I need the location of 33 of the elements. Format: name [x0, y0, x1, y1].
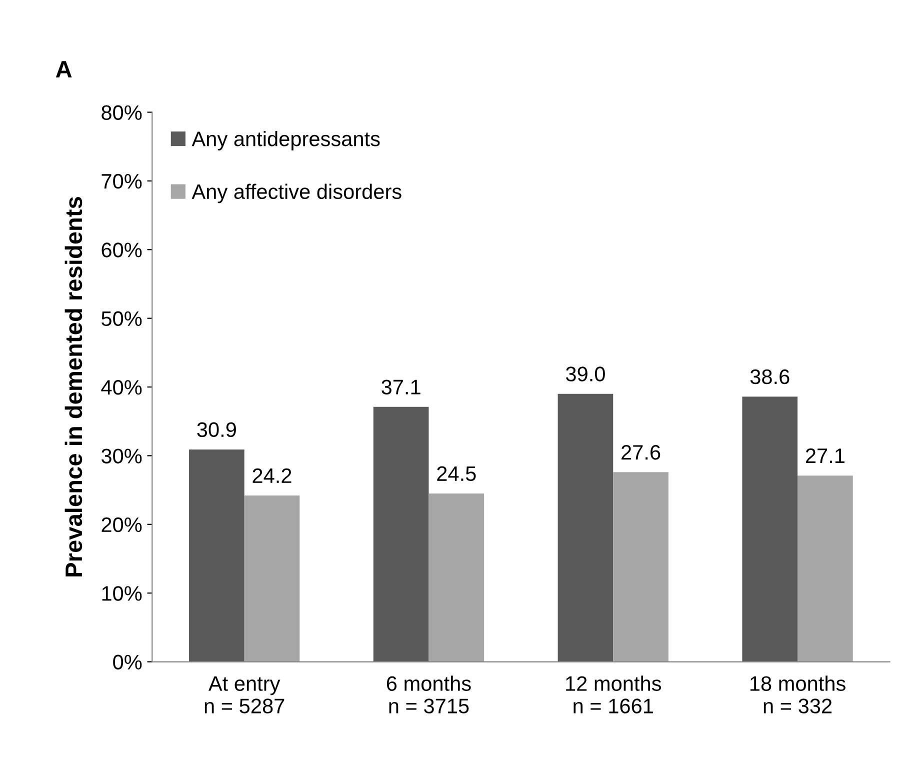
y-tick-label: 20% [102, 517, 142, 532]
data-label: 27.1 [806, 448, 844, 463]
y-tick-label: 70% [102, 174, 142, 189]
bar [798, 476, 853, 662]
y-tick-label: 40% [101, 380, 142, 395]
bar [244, 496, 300, 662]
y-tick-label: 80% [102, 105, 142, 120]
y-tick-label: 0% [113, 654, 142, 670]
bar [742, 396, 798, 662]
y-tick-label: 50% [102, 311, 142, 326]
data-label: 38.6 [750, 369, 790, 384]
chart-title: A [56, 61, 72, 78]
bar [189, 450, 244, 662]
x-tick-label: 18 months n = 332 [750, 676, 846, 714]
legend-label: Any antidepressants [192, 130, 380, 150]
data-label: 24.5 [437, 466, 476, 482]
bar [613, 472, 668, 662]
legend-label: Any affective disorders [192, 184, 402, 204]
y-tick-label: 10% [102, 586, 142, 601]
bar [373, 406, 429, 662]
x-tick-label: 12 months n = 1661 [566, 676, 662, 714]
y-axis-title: Prevalence in demented residents [64, 197, 82, 576]
data-label: 30.9 [197, 422, 236, 438]
data-label: 39.0 [566, 366, 605, 382]
y-tick-label: 60% [102, 242, 142, 258]
data-label: 27.6 [622, 444, 660, 460]
bar [428, 493, 484, 662]
x-tick-label: At entry n = 5287 [204, 676, 284, 714]
y-tick-label: 30% [102, 448, 142, 464]
bar [558, 394, 614, 662]
data-label: 37.1 [382, 380, 420, 394]
x-tick-label: 6 months n = 3715 [386, 676, 471, 714]
data-label: 24.2 [252, 468, 292, 483]
